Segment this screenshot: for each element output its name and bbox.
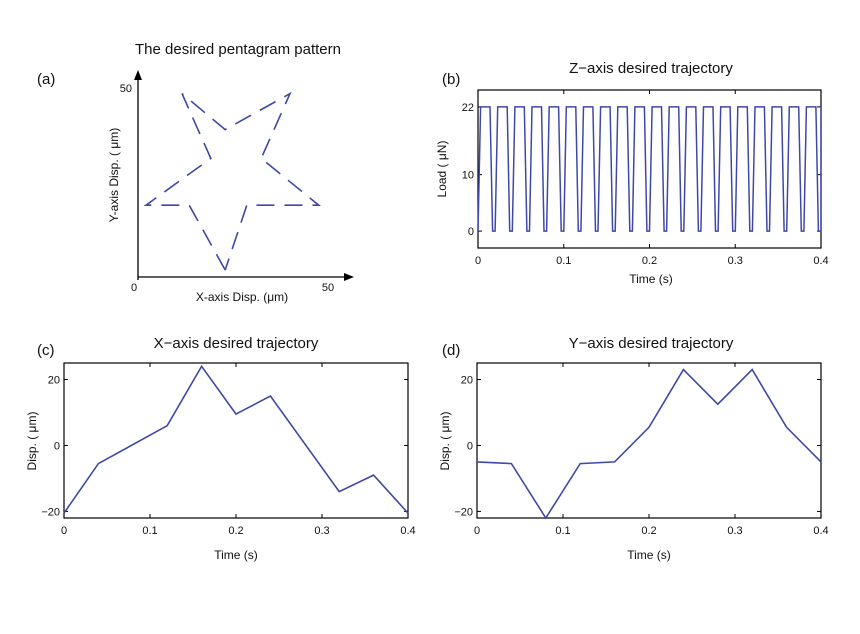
panel-b-x-axis-label: Time (s)	[629, 272, 673, 286]
panel-b-y-axis-label: Load ( μN)	[435, 141, 449, 198]
panel-b-x-tick-label: 0.1	[556, 255, 571, 267]
panel-d-y-tick-label: 0	[467, 440, 473, 452]
panel-b-plot-area: 0 0.1 0.2 0.3 0.4 0 10 22	[462, 90, 829, 267]
panel-c-x-trajectory: (c) X−axis desired trajectory Time (s) D…	[25, 335, 416, 562]
panel-c-x-tick-label: 0.2	[228, 525, 243, 537]
panel-a-x-tick-label: 50	[322, 282, 334, 294]
panel-a-x-tick-label: 0	[131, 282, 137, 294]
pentagram-line	[143, 91, 322, 271]
panel-b-y-tick-label: 10	[462, 170, 474, 182]
panel-b-label: (b)	[442, 71, 460, 88]
panel-d-x-tick-label: 0.3	[727, 525, 742, 537]
panel-a-title: The desired pentagram pattern	[135, 41, 341, 58]
panel-a-pentagram: (a) The desired pentagram pattern 0 50 5…	[37, 41, 354, 304]
panel-d-x-tick-label: 0	[474, 525, 480, 537]
panel-b-x-tick-label: 0	[475, 255, 481, 267]
panel-d-x-tick-label: 0.4	[813, 525, 828, 537]
panel-c-x-tick-label: 0.4	[400, 525, 415, 537]
panel-d-x-tick-label: 0.2	[641, 525, 656, 537]
panel-a-y-axis-arrow	[134, 70, 142, 80]
panel-c-y-tick-label: 0	[54, 440, 60, 452]
panel-a-plot-area	[143, 91, 322, 271]
panel-c-y-axis-label: Disp. ( μm)	[25, 412, 39, 471]
panel-d-x-axis-label: Time (s)	[627, 548, 671, 562]
panel-a-x-axis-arrow	[344, 273, 354, 281]
panel-c-title: X−axis desired trajectory	[154, 335, 319, 352]
panel-c-x-tick-label: 0	[61, 525, 67, 537]
panel-d-label: (d)	[442, 342, 460, 359]
panel-b-z-trajectory: (b) Z−axis desired trajectory Time (s) L…	[435, 60, 829, 286]
panel-d-y-tick-label: −20	[454, 506, 473, 518]
panel-d-y-trajectory: (d) Y−axis desired trajectory Time (s) D…	[438, 335, 829, 562]
panel-b-y-tick-label: 0	[468, 226, 474, 238]
panel-d-frame	[476, 362, 822, 519]
panel-d-y-tick-label: 20	[461, 374, 473, 386]
panel-c-y-tick-label: −20	[41, 506, 60, 518]
panel-d-x-tick-label: 0.1	[555, 525, 570, 537]
panel-d-title: Y−axis desired trajectory	[569, 335, 734, 352]
panel-b-x-tick-label: 0.4	[813, 255, 828, 267]
panel-c-x-axis-label: Time (s)	[214, 548, 258, 562]
panel-c-x-tick-label: 0.3	[314, 525, 329, 537]
panel-c-frame	[63, 362, 409, 519]
panel-c-label: (c)	[37, 342, 55, 359]
panel-b-title: Z−axis desired trajectory	[569, 60, 733, 77]
panel-d-y-axis-label: Disp. ( μm)	[438, 412, 452, 471]
panel-a-x-axis-label: X-axis Disp. (μm)	[196, 290, 288, 304]
panel-b-y-tick-label: 22	[462, 102, 474, 114]
y-trajectory-line	[476, 368, 822, 520]
panel-b-x-tick-label: 0.2	[642, 255, 657, 267]
panel-a-label: (a)	[37, 71, 55, 88]
panel-b-x-tick-label: 0.3	[728, 255, 743, 267]
panel-c-y-tick-label: 20	[48, 374, 60, 386]
panel-c-x-tick-label: 0.1	[142, 525, 157, 537]
x-trajectory-line	[63, 364, 409, 514]
panel-a-y-tick-label: 50	[120, 83, 132, 95]
load-pulse-line	[477, 106, 822, 232]
panel-a-y-axis-label: Y-axis Disp. ( μm)	[107, 128, 121, 222]
